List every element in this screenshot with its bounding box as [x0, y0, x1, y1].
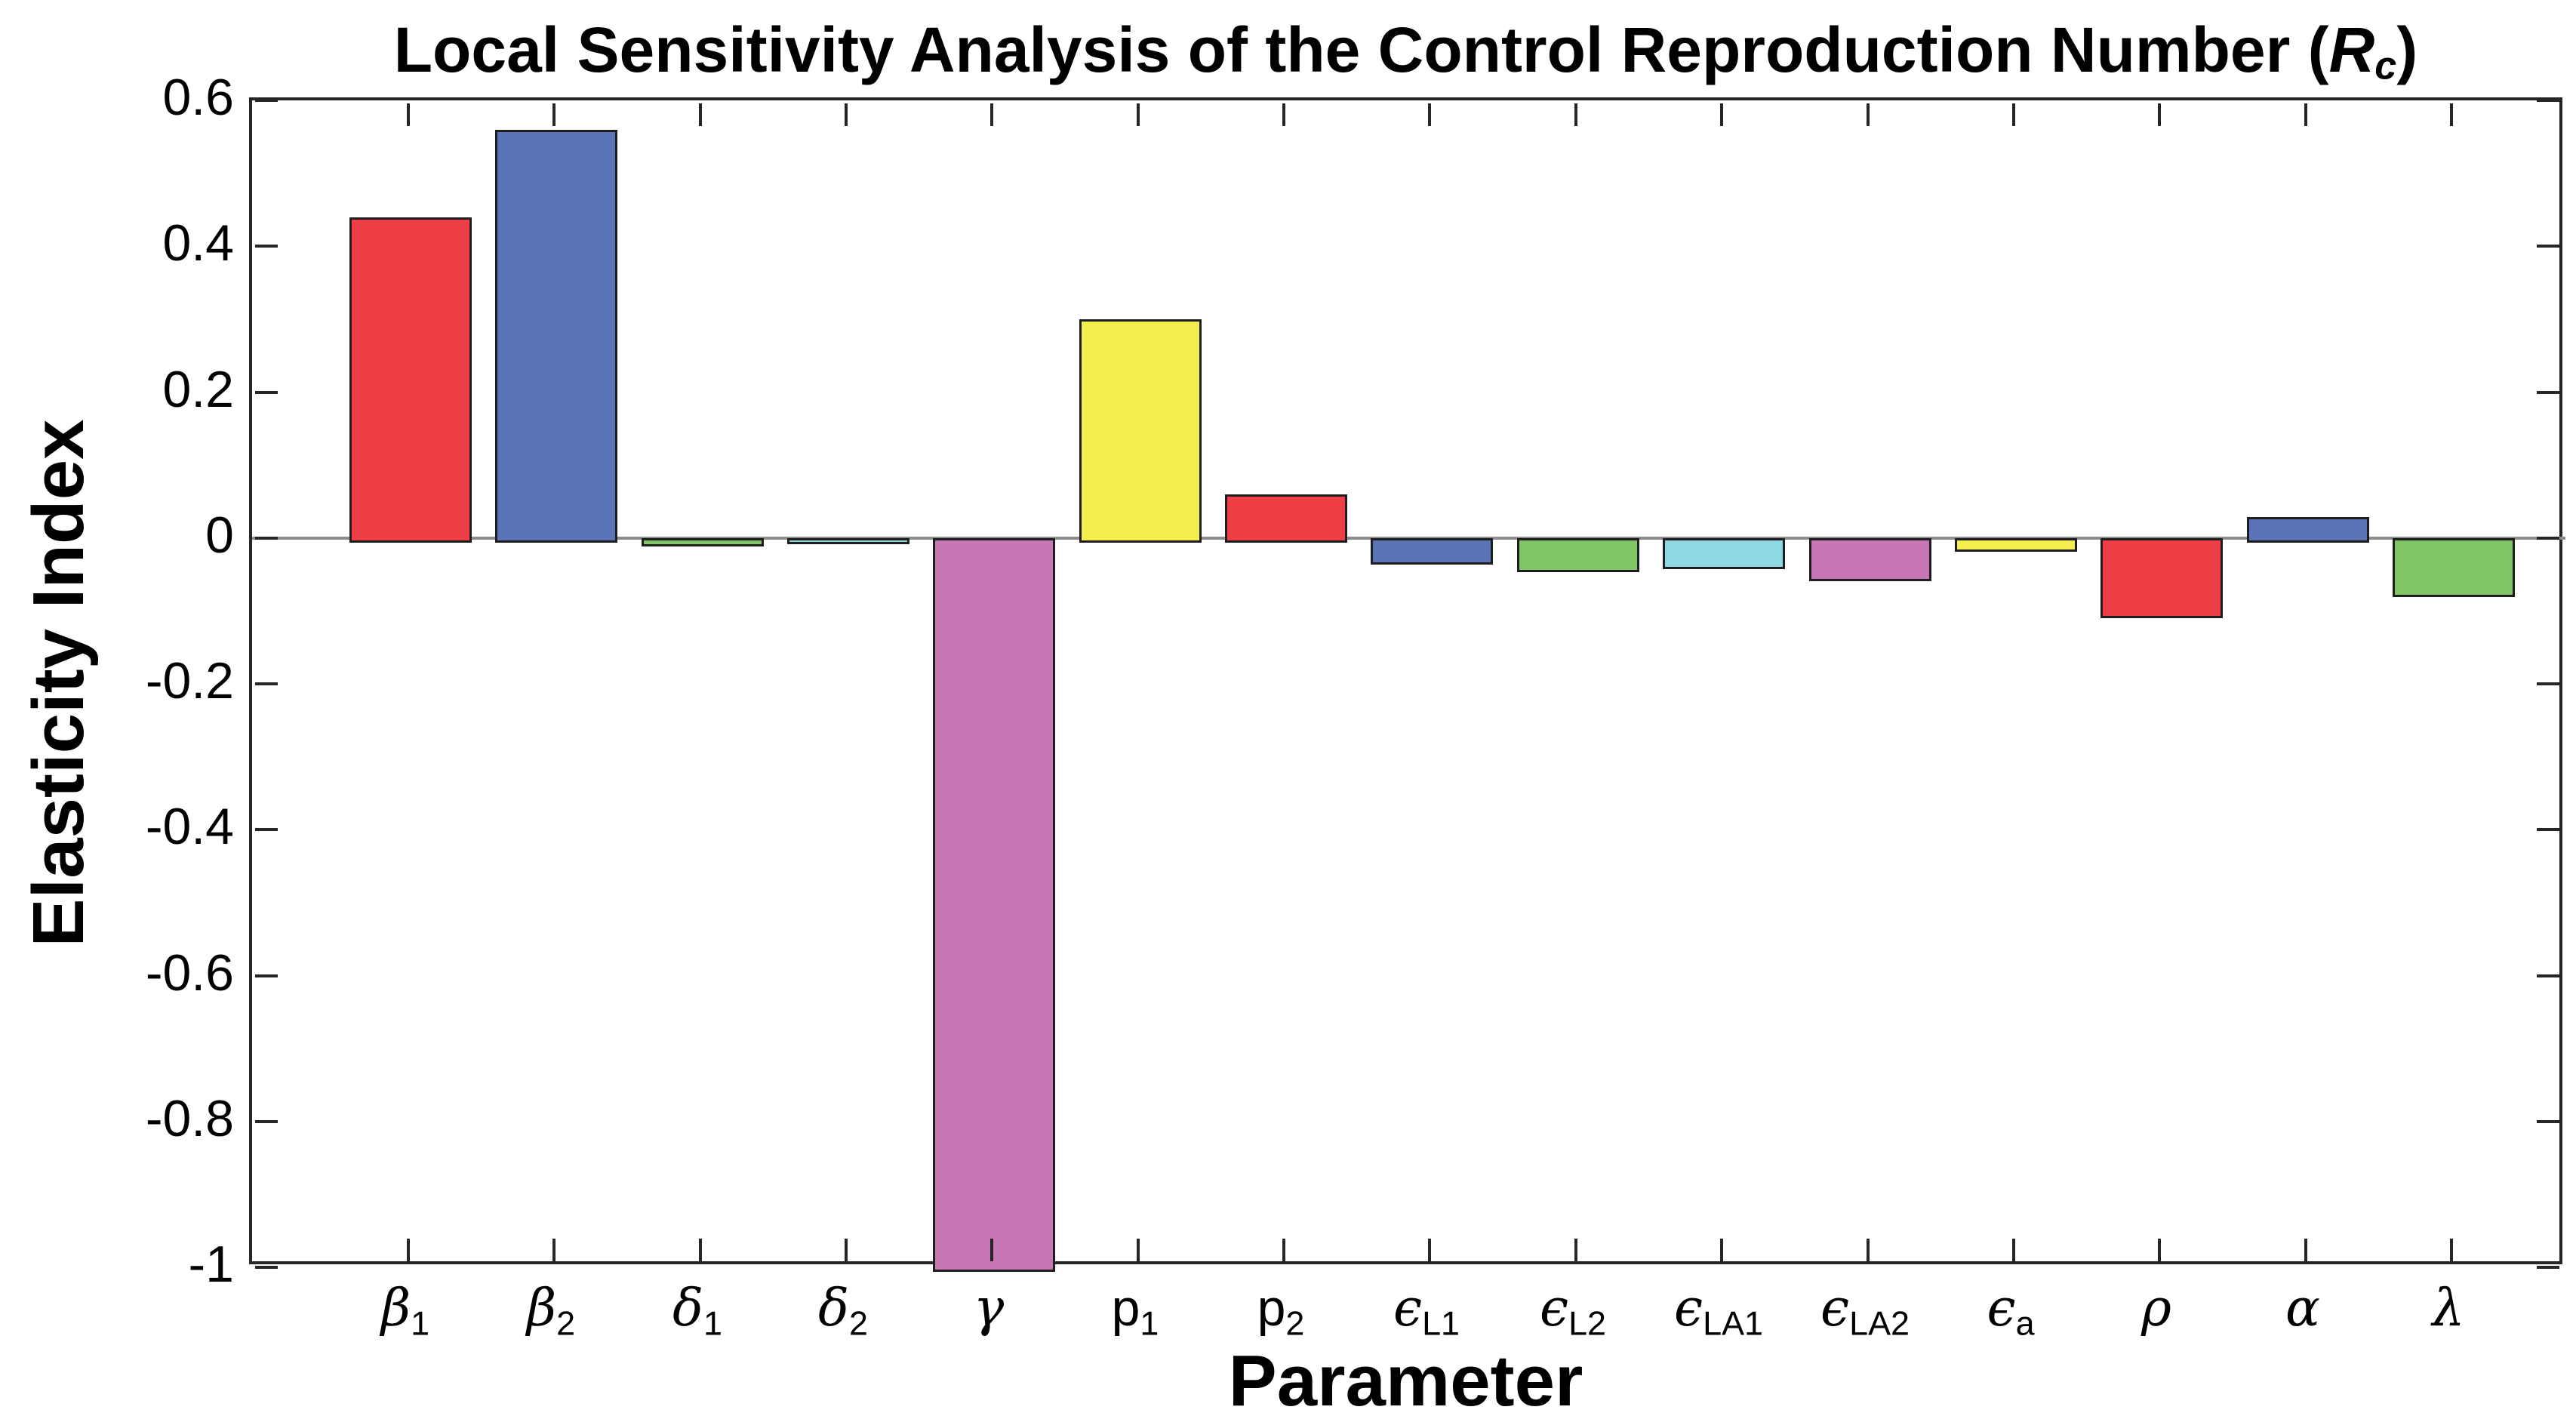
x-tick-bottom — [699, 1239, 702, 1261]
y-tick-left — [255, 1266, 278, 1269]
y-tick-label: 0.4 — [162, 214, 234, 272]
x-tick-label-ϵL1: ϵL1 — [1393, 1279, 1460, 1343]
bar-α — [2247, 517, 2369, 543]
bar-δ1 — [642, 538, 764, 546]
x-tick-label-ϵa: ϵa — [1987, 1279, 2035, 1343]
y-tick-left — [255, 537, 278, 540]
y-tick-right — [2537, 537, 2559, 540]
bar-λ — [2393, 538, 2515, 597]
x-tick-top — [2304, 103, 2307, 126]
y-tick-label: -0.4 — [145, 798, 234, 855]
bar-ρ — [2101, 538, 2223, 618]
x-tick-top — [1282, 103, 1285, 126]
y-tick-right — [2537, 391, 2559, 394]
x-tick-label-α: α — [2285, 1279, 2320, 1338]
x-tick-label-λ: λ — [2432, 1279, 2465, 1338]
bar-γ — [933, 538, 1055, 1272]
y-tick-left — [255, 99, 278, 102]
x-tick-top — [1137, 103, 1140, 126]
y-tick-right — [2537, 828, 2559, 831]
bar-p1 — [1079, 319, 1202, 543]
y-tick-label: -0.2 — [145, 652, 234, 710]
x-tick-top — [2012, 103, 2015, 126]
y-tick-right — [2537, 99, 2559, 102]
y-tick-right — [2537, 682, 2559, 685]
x-tick-bottom — [407, 1239, 410, 1261]
x-tick-top — [1574, 103, 1577, 126]
x-tick-top — [699, 103, 702, 126]
y-tick-label: -0.8 — [145, 1090, 234, 1147]
x-tick-label-ϵLA1: ϵLA1 — [1674, 1279, 1763, 1343]
x-tick-label-β2: β2 — [526, 1279, 576, 1343]
y-tick-left — [255, 974, 278, 977]
x-tick-bottom — [1282, 1239, 1285, 1261]
x-tick-label-ρ: ρ — [2141, 1279, 2171, 1338]
zero-line — [252, 536, 2565, 540]
y-tick-right — [2537, 974, 2559, 977]
x-tick-top — [845, 103, 848, 126]
x-tick-top — [2450, 103, 2453, 126]
chart-title-text: Local Sensitivity Analysis of the Contro… — [393, 14, 2329, 85]
bar-p2 — [1225, 494, 1347, 543]
chart-title-close-paren: ) — [2396, 14, 2418, 85]
y-tick-right — [2537, 245, 2559, 248]
y-tick-left — [255, 245, 278, 248]
x-tick-label-δ2: δ2 — [818, 1279, 868, 1343]
x-tick-bottom — [1574, 1239, 1577, 1261]
x-tick-bottom — [2304, 1239, 2307, 1261]
y-tick-left — [255, 1120, 278, 1123]
y-tick-label: 0.2 — [162, 361, 234, 418]
x-tick-top — [990, 103, 993, 126]
x-tick-label-ϵLA2: ϵLA2 — [1820, 1279, 1910, 1343]
y-tick-label: -0.6 — [145, 944, 234, 1002]
x-tick-label-p1: p1 — [1111, 1279, 1159, 1343]
x-tick-top — [1428, 103, 1431, 126]
x-tick-label-γ: γ — [973, 1279, 1005, 1338]
x-tick-label-β1: β1 — [380, 1279, 430, 1343]
x-tick-bottom — [1428, 1239, 1431, 1261]
plot-area — [249, 97, 2565, 1272]
x-tick-label-ϵL2: ϵL2 — [1539, 1279, 1607, 1343]
x-tick-bottom — [1720, 1239, 1723, 1261]
bar-δ2 — [787, 538, 909, 544]
bar-β1 — [349, 217, 472, 543]
bar-ϵL1 — [1371, 538, 1493, 565]
y-tick-label: -1 — [188, 1236, 234, 1293]
x-tick-top — [1720, 103, 1723, 126]
x-tick-bottom — [1867, 1239, 1870, 1261]
y-tick-left — [255, 682, 278, 685]
x-tick-bottom — [990, 1239, 993, 1261]
y-tick-label: 0.6 — [162, 69, 234, 126]
y-tick-left — [255, 391, 278, 394]
chart-title: Local Sensitivity Analysis of the Contro… — [249, 14, 2562, 88]
chart-title-rc-subscript: c — [2374, 44, 2397, 88]
bar-ϵLA2 — [1809, 538, 1931, 581]
bar-ϵL2 — [1517, 538, 1639, 572]
x-tick-bottom — [2450, 1239, 2453, 1261]
x-tick-bottom — [2012, 1239, 2015, 1261]
x-tick-bottom — [2158, 1239, 2161, 1261]
x-tick-bottom — [552, 1239, 556, 1261]
x-tick-top — [407, 103, 410, 126]
y-tick-left — [255, 828, 278, 831]
bar-ϵLA1 — [1663, 538, 1785, 569]
x-tick-top — [552, 103, 556, 126]
bar-β2 — [495, 130, 617, 543]
y-tick-right — [2537, 1266, 2559, 1269]
x-axis-label: Parameter — [1228, 1341, 1583, 1416]
y-tick-right — [2537, 1120, 2559, 1123]
x-tick-label-δ1: δ1 — [672, 1279, 722, 1343]
x-tick-top — [1867, 103, 1870, 126]
x-tick-bottom — [845, 1239, 848, 1261]
y-tick-label: 0 — [205, 506, 234, 564]
bar-ϵa — [1955, 538, 2077, 552]
chart-title-rc-symbol: R — [2328, 14, 2375, 85]
x-tick-top — [2158, 103, 2161, 126]
x-tick-label-p2: p2 — [1257, 1279, 1305, 1343]
x-tick-bottom — [1137, 1239, 1140, 1261]
